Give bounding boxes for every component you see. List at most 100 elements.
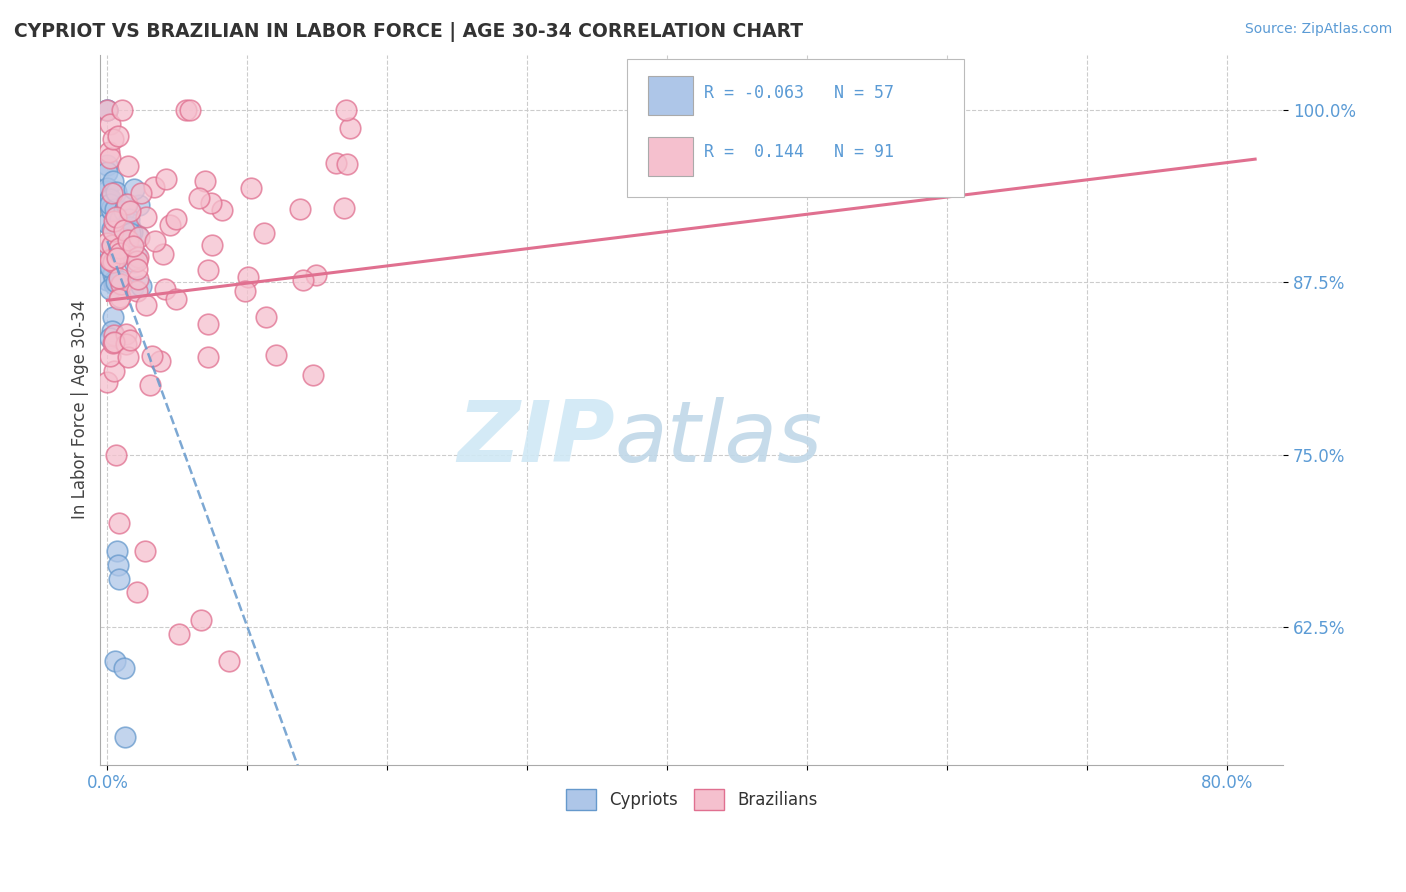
- Point: [197, 350, 219, 364]
- Point: [200, 195, 222, 210]
- Point: [122, 182, 145, 196]
- Point: [100, 152, 122, 166]
- Point: [107, 128, 129, 143]
- Point: [190, 613, 212, 627]
- Text: atlas: atlas: [614, 397, 823, 480]
- Point: [100, 186, 122, 201]
- Point: [117, 159, 139, 173]
- Point: [101, 222, 124, 236]
- Point: [108, 292, 131, 306]
- Point: [125, 262, 148, 277]
- Point: [118, 212, 141, 227]
- Point: [254, 310, 277, 325]
- Point: [179, 103, 201, 118]
- Point: [153, 282, 176, 296]
- Point: [98, 191, 121, 205]
- Point: [96, 103, 118, 118]
- Point: [103, 364, 125, 378]
- Point: [165, 211, 187, 226]
- Point: [122, 279, 145, 293]
- Y-axis label: In Labor Force | Age 30-34: In Labor Force | Age 30-34: [72, 301, 89, 519]
- Point: [96, 216, 118, 230]
- Point: [98, 349, 121, 363]
- Point: [239, 181, 262, 195]
- Point: [114, 327, 136, 342]
- Point: [134, 544, 156, 558]
- Point: [103, 335, 125, 350]
- Point: [98, 117, 121, 131]
- Legend: Cypriots, Brazilians: Cypriots, Brazilians: [558, 783, 825, 816]
- Point: [141, 349, 163, 363]
- Point: [288, 202, 311, 216]
- Point: [101, 254, 124, 268]
- Point: [125, 247, 148, 261]
- FancyBboxPatch shape: [648, 136, 693, 176]
- Point: [112, 223, 135, 237]
- Point: [122, 255, 145, 269]
- Point: [135, 210, 157, 224]
- Point: [325, 156, 347, 170]
- Point: [266, 348, 288, 362]
- Point: [103, 224, 125, 238]
- Point: [253, 226, 276, 240]
- Point: [110, 212, 132, 227]
- Point: [98, 145, 121, 159]
- Point: [108, 572, 131, 586]
- Point: [336, 157, 359, 171]
- Point: [111, 245, 134, 260]
- Point: [233, 284, 256, 298]
- Point: [96, 376, 118, 390]
- Text: CYPRIOT VS BRAZILIAN IN LABOR FORCE | AGE 30-34 CORRELATION CHART: CYPRIOT VS BRAZILIAN IN LABOR FORCE | AG…: [14, 22, 803, 42]
- Point: [122, 238, 145, 252]
- Point: [110, 277, 132, 291]
- Point: [97, 194, 120, 208]
- Point: [115, 235, 138, 250]
- Point: [125, 227, 148, 242]
- Point: [103, 277, 125, 292]
- Point: [112, 203, 135, 218]
- Point: [110, 290, 132, 304]
- Point: [107, 241, 129, 255]
- Point: [121, 225, 143, 239]
- Point: [129, 278, 152, 293]
- Point: [127, 284, 149, 298]
- Point: [115, 196, 138, 211]
- Point: [96, 103, 118, 118]
- Point: [127, 250, 149, 264]
- Point: [117, 351, 139, 365]
- Point: [98, 282, 121, 296]
- Point: [98, 260, 121, 275]
- Point: [98, 197, 121, 211]
- Point: [103, 252, 125, 266]
- Point: [333, 201, 356, 215]
- Point: [339, 121, 361, 136]
- Point: [118, 333, 141, 347]
- Point: [105, 275, 128, 289]
- Point: [108, 248, 131, 262]
- Point: [100, 202, 122, 216]
- Point: [101, 238, 124, 252]
- Point: [302, 368, 325, 383]
- Point: [103, 173, 125, 187]
- Text: ZIP: ZIP: [457, 397, 614, 480]
- Point: [159, 218, 181, 232]
- Point: [167, 626, 190, 640]
- Point: [104, 448, 127, 462]
- Point: [305, 268, 328, 282]
- Point: [112, 661, 135, 675]
- Point: [105, 185, 128, 199]
- Point: [98, 243, 121, 257]
- Point: [125, 585, 148, 599]
- Point: [165, 292, 187, 306]
- Text: R = -0.063   N = 57: R = -0.063 N = 57: [703, 84, 894, 102]
- Point: [174, 103, 197, 118]
- Point: [108, 271, 131, 285]
- Point: [107, 558, 129, 572]
- Point: [218, 654, 240, 668]
- Point: [96, 180, 118, 194]
- Point: [100, 252, 122, 266]
- Point: [197, 317, 219, 331]
- Point: [115, 337, 138, 351]
- Point: [110, 103, 132, 118]
- Point: [100, 193, 122, 207]
